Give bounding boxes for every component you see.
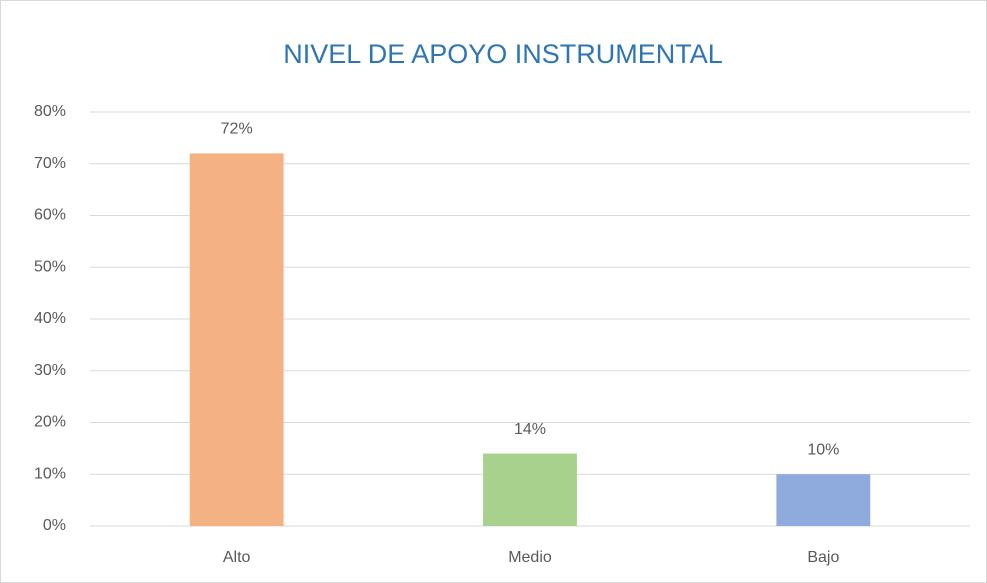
y-tick-label: 50% (34, 258, 66, 275)
y-tick-label: 60% (34, 207, 66, 224)
bar (189, 153, 284, 526)
y-tick-label: 80% (34, 103, 66, 120)
y-tick-label: 30% (34, 362, 66, 379)
y-tick-label: 10% (34, 465, 66, 482)
bar (776, 474, 871, 526)
y-tick-label: 40% (34, 310, 66, 327)
bar (483, 453, 577, 526)
y-tick-label: 70% (34, 155, 66, 172)
y-tick-label: 0% (43, 517, 66, 534)
chart-title: NIVEL DE APOYO INSTRUMENTAL (283, 39, 723, 69)
data-label: 14% (514, 421, 546, 438)
data-label: 72% (221, 121, 253, 138)
data-label: 10% (807, 441, 839, 458)
x-tick-label: Alto (223, 549, 251, 566)
y-tick-label: 20% (34, 414, 66, 431)
x-tick-label: Bajo (807, 549, 839, 566)
x-tick-label: Medio (508, 549, 552, 566)
